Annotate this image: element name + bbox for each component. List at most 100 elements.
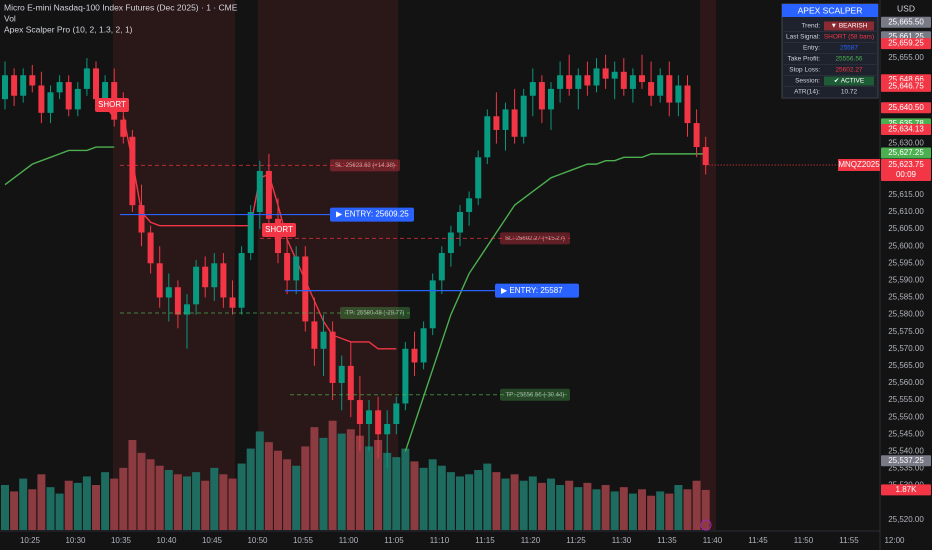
volume-bar <box>301 446 310 530</box>
candle-body <box>375 410 382 435</box>
event-icon[interactable] <box>700 519 712 531</box>
price-tag: 25,627.25 <box>888 148 924 157</box>
candle-body <box>693 123 700 148</box>
y-tick-label: 25,545.00 <box>888 429 924 438</box>
candle-body <box>102 82 109 100</box>
x-tick-label: 12:00 <box>884 536 905 545</box>
candle-body <box>20 75 27 96</box>
candle-body <box>120 119 127 137</box>
candle-body <box>56 82 63 93</box>
candle-body <box>584 75 591 86</box>
level-label: TP: 25580.48 (-28.77) <box>346 311 405 317</box>
y-tick-label: 25,590.00 <box>888 275 924 284</box>
price-tag-box <box>881 123 931 135</box>
volume-bar <box>365 446 373 530</box>
candle-body <box>566 75 573 89</box>
volume-bar <box>683 489 692 530</box>
x-tick-label: 11:20 <box>521 536 541 545</box>
volume-bar <box>474 470 483 530</box>
x-tick-label: 11:05 <box>384 536 404 545</box>
candle-body <box>256 170 263 212</box>
volume-bar <box>173 474 182 530</box>
candle-body <box>347 365 354 401</box>
y-tick-label: 25,600.00 <box>888 241 924 250</box>
panel-value-box <box>824 76 874 86</box>
volume-bar <box>110 478 119 530</box>
volume-bar <box>192 472 201 530</box>
candle-body <box>156 263 163 298</box>
volume-bar <box>64 480 73 530</box>
volume-bar <box>601 485 610 530</box>
candle-body <box>320 331 327 349</box>
panel-row-label: Take Profit: <box>787 56 820 63</box>
candle-body <box>47 92 54 113</box>
volume-bar <box>501 478 510 530</box>
volume-bar <box>446 472 455 530</box>
level-label-box <box>500 388 570 401</box>
signal-pointer <box>109 112 115 116</box>
volume-bar <box>92 485 100 530</box>
volume-bar <box>547 478 555 530</box>
price-tag: 25,537.25 <box>888 456 924 465</box>
x-tick-label: 11:35 <box>657 536 677 545</box>
volume-bar <box>410 461 419 530</box>
volume-bar <box>137 452 146 530</box>
candle-body <box>602 68 609 79</box>
y-tick-label: 25,605.00 <box>888 224 924 233</box>
candle-body <box>302 256 309 322</box>
panel-row-label: Session: <box>795 78 820 85</box>
plot: 10:25 10:30 10:35 10:40 10:45 10:50 10:55 11:00… <box>1 54 905 545</box>
volume-bar <box>510 474 519 530</box>
volume-bar <box>647 495 656 530</box>
volume-bar <box>701 489 710 530</box>
volume-bar <box>437 465 446 530</box>
volume-bar <box>246 448 255 530</box>
x-tick-label: 10:45 <box>202 536 223 545</box>
candle-body <box>620 71 627 89</box>
price-tag: 25,640.50 <box>888 103 924 112</box>
x-tick-label: 11:55 <box>839 536 859 545</box>
y-tick-label: 25,570.00 <box>888 344 924 353</box>
volume-bar <box>183 476 191 530</box>
volume-bar <box>465 474 474 530</box>
volume-bar <box>483 463 492 530</box>
candle-body <box>502 109 509 130</box>
y-tick-label: 25,535.00 <box>888 464 924 473</box>
x-tick-label: 11:40 <box>703 536 723 545</box>
volume-bar <box>610 491 619 530</box>
signal-label: SHORT <box>265 225 293 234</box>
candle-body <box>593 68 600 86</box>
candle-body <box>666 75 673 103</box>
volume-bar <box>328 420 337 530</box>
price-tag: 25,646.75 <box>888 81 924 90</box>
bearish-zone <box>700 0 716 530</box>
candle-body <box>174 287 181 315</box>
volume-bar <box>292 465 301 530</box>
volume-bar <box>283 459 292 530</box>
candle-body <box>356 400 363 424</box>
candle-body <box>520 95 527 137</box>
volume-bar <box>583 482 592 530</box>
panel-row-value: ▼ BEARISH <box>831 23 868 30</box>
volume-bar <box>537 482 546 530</box>
x-tick-label: 11:50 <box>794 536 814 545</box>
candle-body <box>11 75 18 96</box>
candle-body <box>402 348 409 404</box>
candle-body <box>211 263 218 288</box>
volume-bar <box>55 493 64 530</box>
candle-body <box>475 157 482 199</box>
y-tick-label: 25,520.00 <box>888 515 924 524</box>
candle-body <box>675 85 682 103</box>
volume-bar <box>337 433 346 530</box>
candle-body <box>702 147 709 165</box>
candle-body <box>466 198 473 212</box>
volume-bar <box>656 491 665 530</box>
volume-bar <box>201 480 210 530</box>
candle-body <box>83 68 90 89</box>
volume-bar <box>519 480 528 530</box>
volume-bar <box>419 467 428 530</box>
signal-box <box>95 98 129 112</box>
price-tag: 25,635.78 <box>888 119 924 128</box>
candle-body <box>184 304 190 315</box>
